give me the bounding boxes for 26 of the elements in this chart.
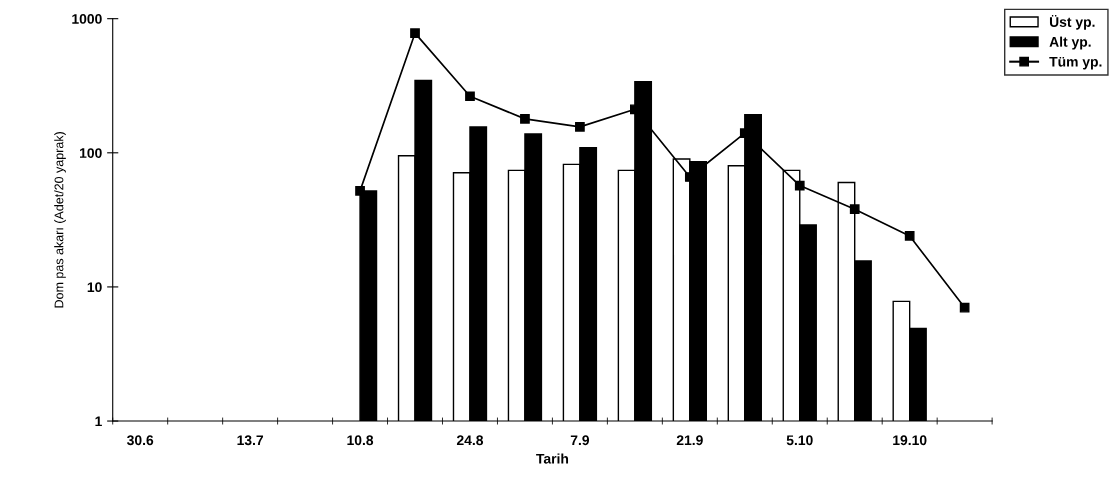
x-tick-label: 21.9	[676, 435, 703, 446]
point	[355, 186, 365, 196]
y-tick-label: 1	[95, 416, 102, 427]
point	[904, 231, 915, 241]
x-tick-label: 7.9	[570, 435, 590, 446]
point	[410, 28, 420, 39]
x-tick-label: 24.8	[456, 435, 484, 446]
x-tick-label: 19.10	[893, 435, 927, 446]
x-tick-label: 13.7	[237, 435, 264, 446]
point	[959, 302, 970, 313]
y-tick-label: 100	[80, 148, 102, 158]
x-tick-label: 5.10	[786, 435, 813, 446]
y-tick-label: 10	[87, 282, 102, 293]
point	[465, 91, 475, 102]
x-tick-label: 10.8	[347, 435, 374, 446]
point	[520, 114, 530, 124]
y-axis-title: Dom pas akarı (Adet/20 yaprak)	[54, 132, 66, 308]
point	[575, 122, 585, 132]
point	[794, 180, 805, 191]
x-axis-title: Tarih	[536, 453, 569, 464]
legend-label: Üst yp.	[1049, 14, 1095, 30]
y-tick-label: 1000	[72, 14, 102, 24]
x-tick-label: 30.6	[127, 435, 154, 446]
legend-label: Alt yp.	[1049, 36, 1091, 50]
point	[849, 204, 860, 215]
legend-label: Tüm yp.	[1049, 56, 1102, 70]
